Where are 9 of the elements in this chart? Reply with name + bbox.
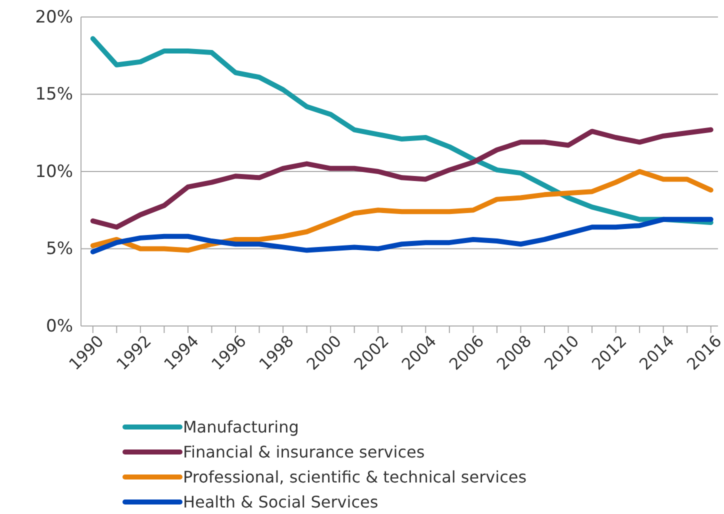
y-tick-label: 10% [35, 162, 73, 182]
legend-label: Professional, scientific & technical services [183, 468, 527, 487]
y-tick-label: 0% [46, 316, 73, 336]
legend-label: Health & Social Services [183, 492, 378, 512]
y-tick-label: 5% [46, 239, 73, 260]
y-tick-label: 15% [35, 84, 73, 105]
legend-label: Manufacturing [183, 418, 299, 437]
y-tick-label: 20% [35, 7, 73, 28]
legend-label: Financial & insurance services [183, 442, 425, 462]
